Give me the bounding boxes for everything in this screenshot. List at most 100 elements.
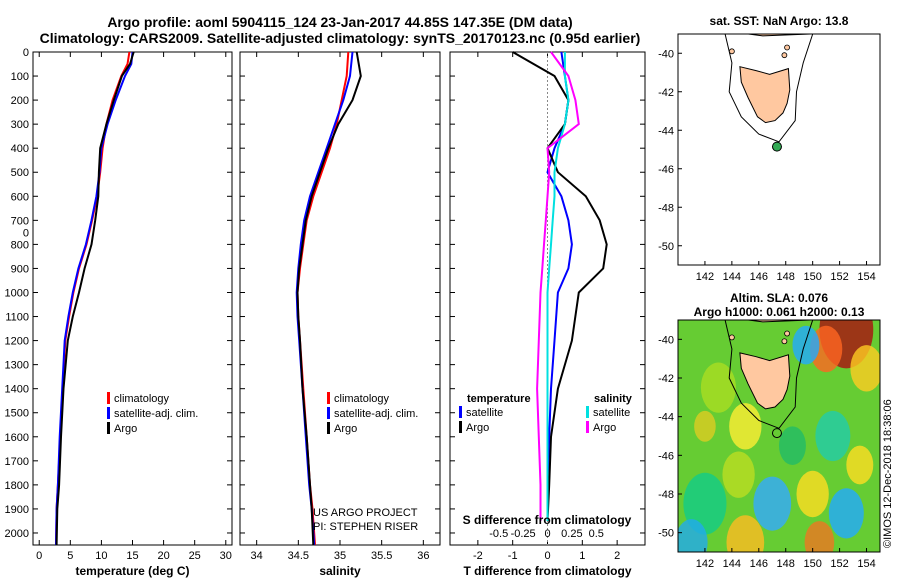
depth-tick-label: 0 <box>23 227 29 239</box>
top-tick-label: 0 <box>544 528 550 540</box>
x-tick-label: 30 <box>220 550 232 562</box>
map-content <box>678 320 880 552</box>
lat-tick-label: -50 <box>658 241 674 253</box>
depth-tick-label: 300 <box>11 119 29 131</box>
lon-tick-label: 142 <box>696 558 714 570</box>
x-axis-label: temperature (deg C) <box>75 564 189 578</box>
lat-tick-label: -48 <box>658 489 674 501</box>
lat-tick-label: -48 <box>658 202 674 214</box>
salinity-legend-label: climatology <box>334 393 390 405</box>
salinity-argo-line <box>296 51 362 546</box>
legend-title-salinity: salinity <box>594 393 633 405</box>
depth-tick-label: 200 <box>11 95 29 107</box>
island <box>784 44 790 51</box>
sla-map-title-line2: Argo h1000: 0.061 h2000: 0.13 <box>694 305 865 319</box>
difference-panel: -2 -1 0 1 2 T difference from climatology -0.5… <box>449 51 646 578</box>
sla-blob <box>753 476 792 531</box>
temperature-panel: 0100200300400500600700800900100011001200… <box>5 47 233 578</box>
depth-contour <box>724 34 814 143</box>
lon-tick-label: 146 <box>750 271 768 283</box>
sla-blob <box>694 410 716 442</box>
annotation-line1: US ARGO PROJECT <box>313 507 418 519</box>
sla-blob <box>678 519 708 552</box>
x-tick-label: 10 <box>95 550 107 562</box>
x-axis-label: T difference from climatology <box>463 564 631 578</box>
lon-tick-label: 142 <box>696 271 714 283</box>
temperature-legend-label: climatology <box>114 393 170 405</box>
depth-tick-label: 700 <box>11 215 29 227</box>
lon-tick-label: 152 <box>830 271 848 283</box>
top-axis-label: S difference from climatology <box>463 513 632 527</box>
depth-tick-label: 800 <box>11 239 29 251</box>
x-tick-label: 25 <box>189 550 201 562</box>
temperature-legend-swatch <box>107 422 110 434</box>
lat-tick-label: -42 <box>658 87 674 99</box>
map-frame <box>677 319 881 553</box>
depth-tick-label: 900 <box>11 263 29 275</box>
argo-location-marker <box>771 141 782 152</box>
x-axis-label: salinity <box>319 564 361 578</box>
sla-blob <box>846 445 874 485</box>
top-tick-label: -0.5 <box>489 528 508 540</box>
lon-tick-label: 150 <box>803 558 821 570</box>
sla-blob <box>722 451 755 498</box>
plot-frame <box>239 51 441 546</box>
sla-blob <box>779 426 806 465</box>
salinity-legend-label: satellite-adj. clim. <box>334 408 418 420</box>
depth-tick-label: 1200 <box>5 336 29 348</box>
sla-blob <box>792 325 820 365</box>
lat-tick-label: -40 <box>658 334 674 346</box>
watermark: ©IMOS 12-Dec-2018 18:38:06 <box>882 399 894 548</box>
temperature-satellite-line <box>55 51 134 546</box>
depth-tick-label: 0 <box>23 47 29 59</box>
temperature-legend-label: satellite-adj. clim. <box>114 408 198 420</box>
x-tick-label: 2 <box>614 550 620 562</box>
lat-tick-label: -46 <box>658 164 674 176</box>
lat-tick-label: -44 <box>658 125 674 137</box>
depth-tick-label: 1500 <box>5 408 29 420</box>
island <box>784 330 790 337</box>
x-tick-label: -2 <box>473 550 483 562</box>
x-tick-label: 34.5 <box>288 550 309 562</box>
top-tick-label: 0.5 <box>589 528 604 540</box>
sla-blob <box>796 470 829 518</box>
lon-tick-label: 154 <box>857 271 875 283</box>
difference-temperature-legend-label: satellite <box>466 407 503 419</box>
salinity-panel: 34 34.5 35 35.5 36 salinity climatology satelli… <box>239 51 441 578</box>
difference-temperature-legend-swatch <box>459 406 462 418</box>
island <box>728 334 735 341</box>
lat-tick-label: -44 <box>658 412 674 424</box>
temperature-argo-line <box>55 51 135 546</box>
x-tick-label: 5 <box>67 550 73 562</box>
lon-tick-label: 152 <box>830 558 848 570</box>
lon-tick-label: 144 <box>723 271 741 283</box>
depth-tick-label: 1400 <box>5 384 29 396</box>
depth-tick-label: 1900 <box>5 504 29 516</box>
argo-location-marker <box>771 428 782 439</box>
top-tick-label: -0.25 <box>511 528 536 540</box>
sla-blob <box>850 345 880 392</box>
lon-tick-label: 144 <box>723 558 741 570</box>
temperature-legend-label: Argo <box>114 423 137 435</box>
sla-blob <box>729 403 762 450</box>
sla-map-title-line1: Altim. SLA: 0.076 <box>730 291 828 305</box>
lon-tick-label: 148 <box>777 558 795 570</box>
island <box>781 52 788 59</box>
depth-tick-label: 1800 <box>5 480 29 492</box>
salinity-legend-swatch <box>327 407 330 419</box>
depth-tick-label: 500 <box>11 167 29 179</box>
lon-tick-label: 148 <box>777 271 795 283</box>
salinity-legend-label: Argo <box>334 423 357 435</box>
difference-salinity-legend-swatch <box>586 421 589 433</box>
depth-tick-label: 1000 <box>5 287 29 299</box>
x-tick-label: 0 <box>544 550 550 562</box>
sla-blob <box>804 521 835 552</box>
sla-map-panel: 142 144 146 148 150 152 154 -40 -42 -44 -46 -48 -50 A… <box>658 291 881 570</box>
sla-blob <box>700 362 736 413</box>
difference-salinity-legend-label: Argo <box>593 422 616 434</box>
depth-tick-label: 600 <box>11 191 29 203</box>
x-tick-label: -1 <box>508 550 518 562</box>
x-tick-label: 34 <box>251 550 263 562</box>
lon-tick-label: 146 <box>750 558 768 570</box>
